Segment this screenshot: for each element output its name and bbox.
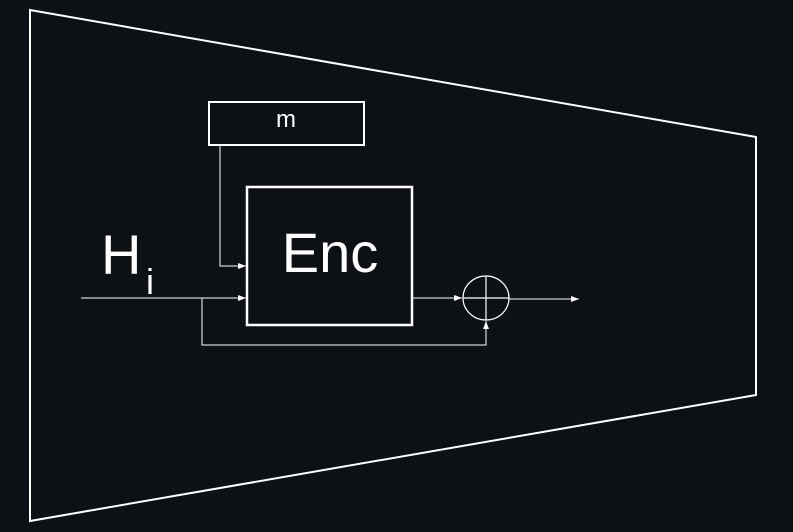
message-label: m	[276, 106, 296, 133]
message-block	[208, 101, 365, 146]
xor-operator-icon	[462, 275, 510, 321]
encoder-block	[245, 185, 414, 327]
compression-function-outline	[29, 8, 757, 523]
input-label-main: H	[101, 223, 141, 286]
message-to-encoder-line	[219, 145, 246, 269]
feed-forward-line	[201, 298, 489, 346]
input-label-sub: i	[146, 261, 154, 302]
encoder-label: Enc	[282, 221, 379, 284]
